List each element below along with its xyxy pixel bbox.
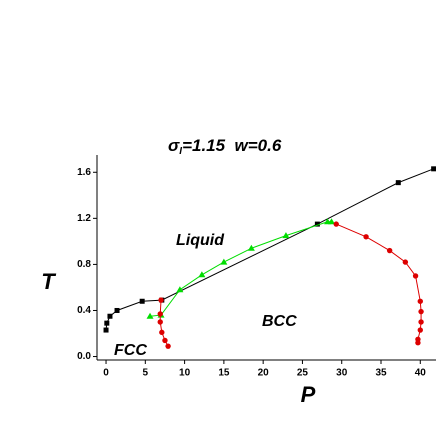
data-point	[162, 337, 168, 344]
x-tick-label: 25	[297, 368, 309, 379]
data-point	[328, 218, 336, 225]
data-point	[314, 221, 320, 227]
data-point	[158, 297, 164, 303]
data-point	[402, 259, 409, 265]
data-point	[103, 327, 109, 333]
y-tick-label: 0.4	[77, 305, 91, 316]
y-tick-label: 1.6	[77, 167, 91, 178]
data-point	[114, 307, 120, 313]
x-tick-label: 15	[218, 368, 230, 379]
x-tick-label: 35	[375, 368, 387, 379]
data-point	[157, 319, 163, 325]
title-rest: =1.15 w=0.6	[182, 136, 282, 155]
data-point	[104, 320, 110, 326]
annotation: Liquid	[176, 232, 225, 249]
data-point	[386, 247, 393, 254]
data-point	[418, 308, 424, 315]
data-point	[247, 244, 255, 251]
data-point	[282, 232, 290, 239]
data-point	[431, 166, 436, 172]
x-tick-label: 0	[103, 368, 109, 379]
data-point	[107, 313, 113, 319]
x-tick-label: 40	[415, 368, 427, 379]
data-point	[395, 180, 401, 186]
y-axis-label: T	[41, 269, 56, 294]
data-point	[220, 258, 228, 265]
title-subscript: I	[179, 146, 182, 157]
data-point	[417, 298, 423, 304]
x-axis-label: P	[301, 382, 316, 407]
annotation: FCC	[114, 342, 147, 359]
x-tick-label: 30	[336, 368, 348, 379]
y-tick-label: 1.2	[77, 213, 91, 224]
data-point	[176, 286, 184, 293]
chart-title: σI=1.15 w=0.6	[168, 136, 282, 156]
data-point	[412, 273, 419, 279]
data-point	[333, 221, 339, 227]
data-point	[363, 234, 369, 240]
y-tick-label: 0.8	[77, 259, 91, 270]
data-point	[417, 327, 423, 333]
data-point	[139, 298, 145, 304]
x-tick-label: 10	[179, 368, 191, 379]
data-point	[198, 271, 206, 278]
series-line	[105, 168, 434, 331]
title-symbol: σ	[168, 136, 180, 155]
annotation: BCC	[262, 313, 297, 330]
data-point	[418, 319, 424, 325]
x-tick-label: 5	[143, 368, 149, 379]
data-point	[415, 340, 421, 346]
data-point	[157, 311, 163, 317]
data-point	[146, 312, 154, 319]
data-point	[159, 329, 165, 336]
x-tick-label: 20	[258, 368, 270, 379]
y-tick-label: 0.0	[77, 351, 91, 362]
data-point	[165, 343, 171, 349]
